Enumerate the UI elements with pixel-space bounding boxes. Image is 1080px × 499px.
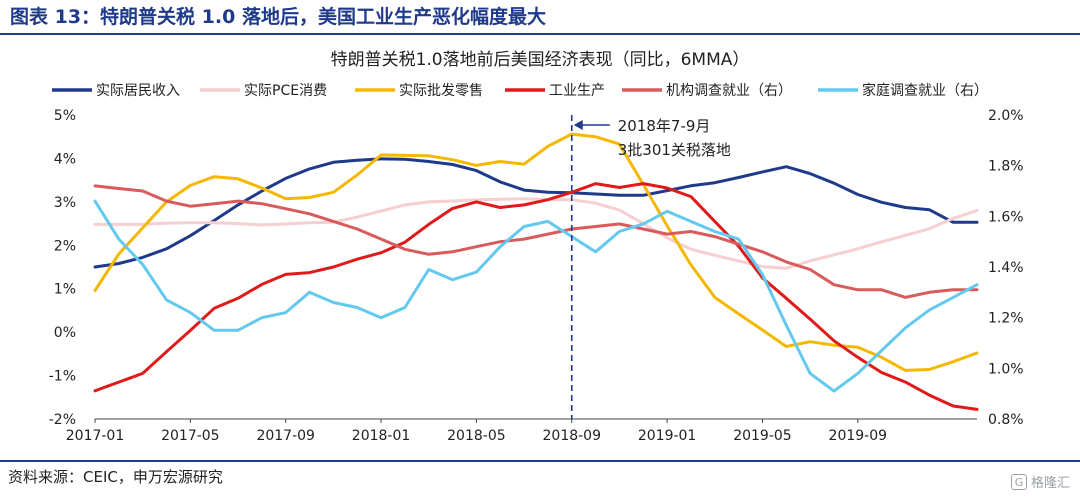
x-tick-label: 2018-05 xyxy=(447,428,506,444)
legend-label: 实际批发零售 xyxy=(399,83,483,99)
annotation: 2018年7-9月 3批301关税落地 xyxy=(570,115,731,419)
y-right-tick-label: 1.8% xyxy=(988,159,1024,175)
source-note: 资料来源：CEIC，申万宏源研究 xyxy=(8,468,223,486)
y-left-tick-label: 0% xyxy=(54,325,76,341)
y-right-tick-label: 1.6% xyxy=(988,209,1024,225)
chart-title: 特朗普关税1.0落地前后美国经济表现（同比，6MMA） xyxy=(331,50,750,70)
legend: 实际居民收入 实际PCE消费 实际批发零售 工业生产 机构调查就业（右） 家庭调查就业（右… xyxy=(52,82,988,99)
y-right-tick-label: 1.4% xyxy=(988,260,1024,276)
x-tick-label: 2019-01 xyxy=(638,428,697,444)
y-left-tick-label: 4% xyxy=(54,151,76,167)
legend-label: 家庭调查就业（右） xyxy=(862,82,988,99)
series-line xyxy=(93,184,979,299)
legend-label: 机构调查就业（右） xyxy=(666,83,792,99)
series-line xyxy=(93,199,979,393)
x-tick-label: 2017-09 xyxy=(256,428,315,444)
watermark: G 格隆汇 xyxy=(1010,472,1070,491)
legend-label: 实际居民收入 xyxy=(96,83,180,99)
watermark-text: 格隆汇 xyxy=(1030,476,1070,491)
annotation-arrow-head-icon xyxy=(573,120,583,130)
x-tick-label: 2019-09 xyxy=(829,428,888,444)
series-line xyxy=(93,132,979,372)
y-right-tick-label: 0.8% xyxy=(988,412,1024,428)
y-left-tick-label: -1% xyxy=(49,369,76,385)
legend-label: 实际PCE消费 xyxy=(244,83,327,99)
x-tick-label: 2018-09 xyxy=(543,428,602,444)
header-divider xyxy=(0,33,1080,35)
x-tick-label: 2019-05 xyxy=(733,428,792,444)
y-left-tick-label: 3% xyxy=(54,195,76,211)
annotation-text-line1: 2018年7-9月 xyxy=(618,117,711,135)
line-chart: 特朗普关税1.0落地前后美国经济表现（同比，6MMA） 实际居民收入 实际PCE消… xyxy=(49,50,1024,444)
annotation-text-line2: 3批301关税落地 xyxy=(618,141,731,159)
footer-divider xyxy=(0,460,1080,462)
figure-caption: 图表 13：特朗普关税 1.0 落地后，美国工业生产恶化幅度最大 xyxy=(10,6,546,28)
y-left-tick-label: 5% xyxy=(54,108,76,124)
watermark-logo-icon: G xyxy=(1010,473,1027,490)
x-tick-label: 2017-05 xyxy=(161,428,220,444)
x-tick-label: 2017-01 xyxy=(66,428,125,444)
y-left-tick-label: 2% xyxy=(54,238,76,254)
series-line xyxy=(93,197,979,270)
y-left-tick-label: 1% xyxy=(54,282,76,298)
y-right-tick-label: 2.0% xyxy=(988,108,1024,124)
x-tick-label: 2018-01 xyxy=(352,428,411,444)
y-left-tick-label: -2% xyxy=(49,412,76,428)
series-layer xyxy=(93,132,979,411)
axes: -2% -1% 0% 1% 2% 3% 4% 5% 0.8% 1.0% 1.2% 1.4% 1.6% 1.… xyxy=(49,108,1024,444)
y-right-tick-label: 1.2% xyxy=(988,311,1024,327)
legend-label: 工业生产 xyxy=(549,83,605,99)
series-line xyxy=(93,182,979,411)
y-right-tick-label: 1.0% xyxy=(988,361,1024,377)
